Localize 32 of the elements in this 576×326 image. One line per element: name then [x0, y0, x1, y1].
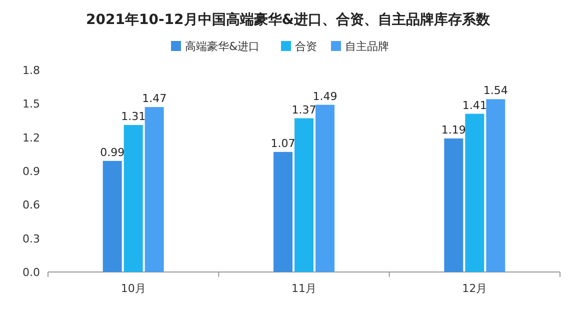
data-label: 1.37 [292, 103, 316, 116]
bar [144, 107, 164, 272]
bar [102, 160, 122, 272]
y-tick-label: 0.0 [22, 266, 40, 279]
x-tick-label: 12月 [462, 282, 488, 295]
data-label: 1.41 [462, 98, 487, 112]
data-label: 1.31 [121, 110, 146, 123]
legend-label: 高端豪华&进口 [185, 40, 260, 53]
y-tick-label: 0.3 [22, 232, 40, 246]
data-label: 1.19 [441, 123, 466, 136]
data-label: 1.07 [270, 136, 296, 150]
legend-label: 合资 [295, 40, 317, 53]
bar [486, 99, 506, 272]
chart-title: 2021年10-12月中国高端豪华&进口、合资、自主品牌库存系数 [86, 11, 491, 28]
bar [444, 138, 464, 272]
data-label: 0.99 [100, 146, 125, 159]
data-label: 1.54 [483, 84, 508, 98]
y-tick-label: 0.6 [22, 198, 40, 212]
bar [274, 152, 292, 272]
data-label: 1.47 [142, 92, 167, 106]
data-label: 1.49 [312, 90, 338, 103]
y-tick-label: 0.9 [22, 165, 40, 178]
bar [124, 124, 143, 272]
y-tick-label: 1.8 [22, 64, 40, 77]
y-tick-label: 1.2 [22, 131, 40, 144]
bar [294, 118, 314, 272]
bar [316, 104, 334, 272]
x-tick-label: 10月 [120, 282, 146, 295]
legend-label: 自主品牌 [345, 40, 389, 53]
x-tick-label: 11月 [292, 282, 316, 295]
y-tick-label: 1.5 [22, 98, 40, 111]
bar [465, 114, 484, 272]
